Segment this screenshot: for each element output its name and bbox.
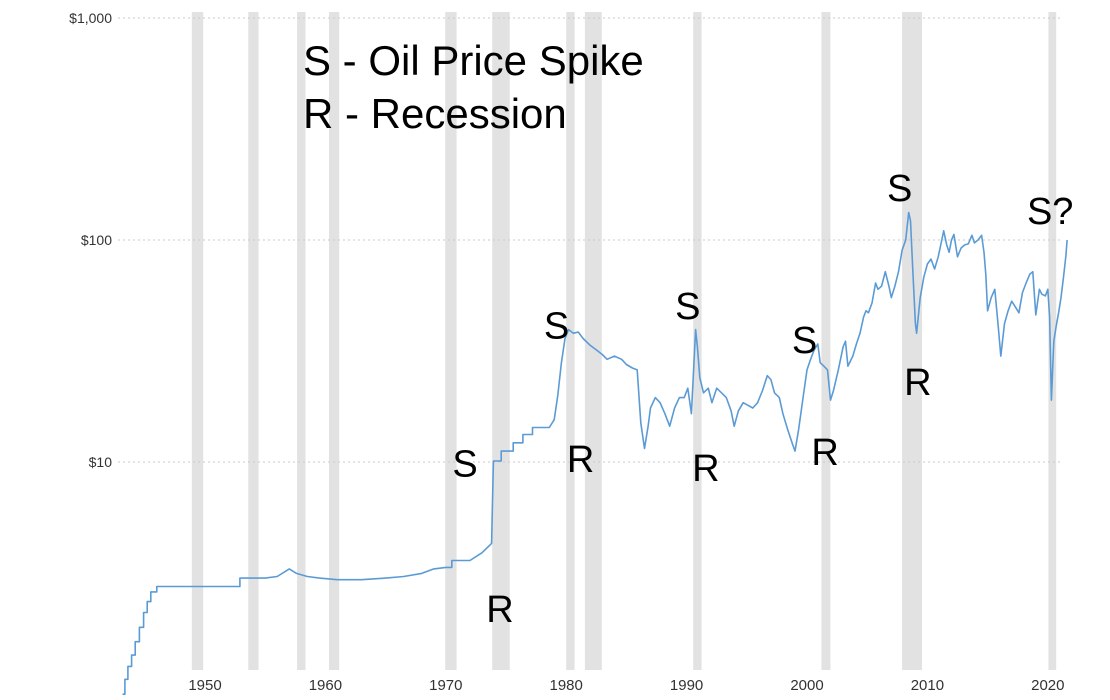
x-axis-label: 2000: [790, 677, 823, 694]
x-axis-label: 2010: [911, 677, 944, 694]
legend-recession: R - Recession: [303, 90, 567, 137]
recession-band: [445, 12, 457, 670]
x-axis-label: 1950: [188, 677, 221, 694]
y-axis-label: $10: [89, 454, 113, 470]
recession-band: [329, 12, 340, 670]
price-line: [122, 211, 1068, 695]
recession-band: [584, 12, 602, 670]
annotation-recession: R: [811, 432, 838, 474]
recession-band: [1048, 12, 1057, 670]
annotation-spike: S: [452, 444, 477, 486]
annotation-recession: R: [567, 439, 594, 481]
annotation-spike-question: S?: [1027, 191, 1073, 233]
recession-band: [821, 12, 831, 670]
x-axis-labels: 1950 1960 1970 1980 1990 2000 2010 2020: [188, 677, 1064, 694]
x-axis-label: 2020: [1031, 677, 1064, 694]
annotation-spike: S: [544, 306, 569, 348]
annotation-spike: S: [675, 286, 700, 328]
x-axis-label: 1980: [550, 677, 583, 694]
recession-band: [492, 12, 510, 670]
x-axis-label: 1960: [309, 677, 342, 694]
annotation-recession: R: [904, 362, 931, 404]
y-axis-labels: $10 $100 $1,000: [69, 10, 112, 470]
recession-band: [191, 12, 204, 670]
recession-band: [248, 12, 259, 670]
recession-band: [902, 12, 922, 670]
annotation-spike: S: [792, 320, 817, 362]
y-axis-label: $100: [81, 232, 112, 248]
x-axis-label: 1970: [429, 677, 462, 694]
y-axis-label: $1,000: [69, 10, 112, 26]
legend-oil-price-spike: S - Oil Price Spike: [303, 37, 644, 84]
recession-band: [297, 12, 306, 670]
x-axis-label: 1990: [670, 677, 703, 694]
annotation-recession: R: [692, 448, 719, 490]
recession-band: [566, 12, 575, 670]
annotation-spike: S: [887, 168, 912, 210]
annotation-letters: S R S R S R S R S R S?: [452, 168, 1073, 631]
annotation-recession: R: [486, 589, 513, 631]
